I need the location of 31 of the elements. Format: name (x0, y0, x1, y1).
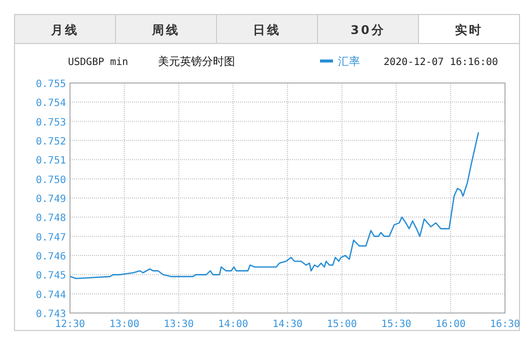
tab: 周线 (115, 14, 217, 44)
tab: 30分 (317, 14, 419, 44)
y-tick-label: 0.750 (36, 174, 66, 186)
y-tick-label: 0.745 (36, 270, 66, 282)
text: 2020-12-07 16:16:00 (384, 57, 498, 68)
tab: 月线 (14, 14, 116, 44)
y-tick-label: 0.754 (36, 98, 66, 110)
y-tick-label: 0.746 (36, 252, 66, 262)
chart-title: 美元英镑分时图 (158, 55, 235, 68)
x-tick-label: 15:30 (381, 319, 412, 330)
chart-subtitle: USDGBP min (68, 57, 128, 68)
x-tick-label: 15:00 (326, 319, 357, 330)
y-tick-label: 0.744 (36, 290, 66, 301)
y-tick-label: 0.743 (36, 309, 66, 320)
x-tick-label: 14:00 (218, 319, 248, 330)
y-tick-label: 0.755 (36, 79, 66, 90)
x-tick-label: 16:30 (490, 319, 520, 330)
x-tick-label: 14:30 (272, 319, 303, 330)
y-tick-label: 0.751 (36, 156, 66, 167)
y-tick-label: 0.747 (36, 232, 66, 244)
x-tick-label: 16:00 (436, 319, 466, 330)
x-tick-label: 12:30 (54, 319, 86, 330)
legend: 汇率 (320, 55, 360, 68)
tab: 日线 (216, 14, 318, 44)
legend-label: 汇率 (338, 55, 360, 68)
y-tick-label: 0.748 (36, 213, 66, 224)
y-tick-label: 0.752 (36, 136, 66, 148)
x-tick-label: 13:30 (164, 319, 194, 330)
y-tick-label: 0.749 (36, 194, 66, 205)
x-tick-label: 13:00 (109, 319, 140, 330)
y-tick-label: 0.753 (36, 117, 66, 128)
